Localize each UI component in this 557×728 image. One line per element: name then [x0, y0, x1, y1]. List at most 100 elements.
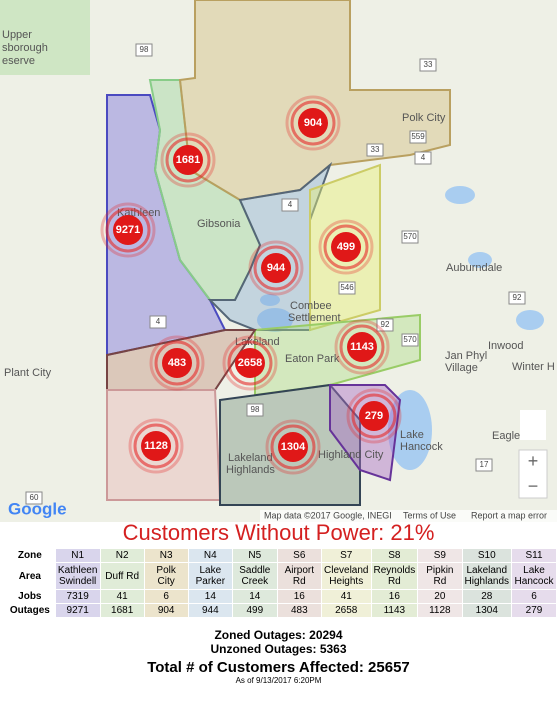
table-row: Zone N1 N2 N3 N4 N5 S6 S7 S8 S9 S10 S11 — [4, 548, 557, 563]
place-label: Eagle — [492, 430, 520, 442]
road-shield — [246, 403, 264, 417]
table-cell: N1 — [54, 548, 101, 563]
road-label: 33 — [371, 145, 380, 154]
marker-ring — [351, 393, 397, 439]
road-shield — [401, 333, 419, 347]
table-cell: Lake Parker — [187, 562, 234, 590]
table-cell: Cleveland Heights — [321, 562, 372, 590]
marker-ring — [100, 202, 156, 258]
table-cell: 2658 — [321, 603, 372, 618]
table-cell: 41 — [321, 589, 372, 604]
road-shield — [401, 230, 419, 244]
marker — [162, 348, 192, 378]
marker-label: 1128 — [144, 440, 168, 452]
road-shield — [409, 130, 427, 144]
table-cell: Lake Hancock — [511, 562, 557, 590]
place-label: Highlands — [226, 464, 275, 476]
place-label: Lake — [400, 429, 424, 441]
zoom-box — [518, 449, 548, 499]
report-link[interactable]: Report a map error — [471, 510, 547, 520]
as-of: As of 9/13/2017 6:20PM — [235, 676, 322, 685]
table-cell: 14 — [232, 589, 278, 604]
marker-ring — [339, 324, 385, 370]
park — [0, 0, 90, 75]
road-label: 98 — [140, 45, 149, 54]
table-cell: 1143 — [370, 603, 419, 618]
table-cell: 6 — [143, 589, 189, 604]
marker-ring — [128, 418, 184, 474]
unzoned-outages: Unzoned Outages: 5363 — [210, 642, 347, 656]
terms-link[interactable]: Terms of Use — [403, 510, 456, 520]
marker-ring — [334, 319, 390, 375]
table-cell: 279 — [511, 603, 557, 618]
place-label: Combee — [290, 300, 332, 312]
road-shield — [508, 291, 526, 305]
road-shield — [281, 198, 299, 212]
marker-ring — [149, 335, 205, 391]
table-cell: Duff Rd — [99, 562, 145, 590]
marker-ring — [105, 207, 151, 253]
road-label: 4 — [421, 153, 426, 162]
marker-ring — [285, 95, 341, 151]
marker-label: 2658 — [238, 357, 262, 369]
place-label: Gibsonia — [197, 218, 241, 230]
row-header: Jobs — [4, 589, 56, 604]
table-cell: Saddle Creek — [232, 562, 278, 590]
pegman[interactable] — [520, 410, 546, 440]
road-label: 4 — [156, 317, 161, 326]
marker — [173, 145, 203, 175]
road-shield — [25, 491, 43, 505]
table-cell: S9 — [417, 548, 463, 563]
road-shield — [376, 318, 394, 332]
road-label: 559 — [411, 132, 425, 141]
table-cell: 6 — [511, 589, 557, 604]
table-cell: 41 — [99, 589, 145, 604]
road-label: 98 — [251, 405, 260, 414]
place-label: Plant City — [4, 367, 52, 379]
table-cell: S11 — [511, 548, 557, 563]
table-row: Area Kathleen Swindell Duff Rd Polk City Lak… — [4, 562, 557, 590]
place-label: Jan Phyl — [445, 350, 487, 362]
marker-ring — [318, 219, 374, 275]
table-row: Outages 9271 1681 904 944 499 483 2658 1143 1128 1… — [4, 603, 557, 618]
table-cell: S6 — [276, 548, 323, 563]
table-cell: 499 — [232, 603, 278, 618]
place-label: Highland City — [318, 449, 384, 461]
marker-ring — [165, 137, 211, 183]
title: Customers Without Power: 21% — [122, 520, 435, 545]
place-label: Lakeland — [228, 452, 273, 464]
zone-table: Zone N1 N2 N3 N4 N5 S6 S7 S8 S9 S10 S11 Area Kathleen… — [4, 548, 557, 618]
marker-ring — [270, 424, 316, 470]
place-label: Winter H — [512, 361, 555, 373]
marker — [347, 332, 377, 362]
road-shield — [414, 151, 432, 165]
marker-label: 499 — [337, 241, 355, 253]
marker — [359, 401, 389, 431]
table-cell: 1304 — [461, 603, 513, 618]
marker-ring — [227, 340, 273, 386]
marker-ring — [222, 335, 278, 391]
road-label: 60 — [30, 493, 39, 502]
table-cell: 16 — [276, 589, 323, 604]
zoom-out[interactable]: − — [528, 476, 539, 496]
marker-ring — [290, 100, 336, 146]
table-cell: S10 — [461, 548, 513, 563]
marker-label: 1143 — [350, 341, 374, 353]
table-cell: S8 — [370, 548, 419, 563]
road-shield — [338, 281, 356, 295]
road-shield — [135, 43, 153, 57]
table-cell: 9271 — [54, 603, 101, 618]
table-cell: N2 — [99, 548, 145, 563]
marker-label: 1681 — [176, 154, 200, 166]
marker — [141, 431, 171, 461]
zoom-in[interactable]: + — [528, 451, 539, 471]
road-shield — [366, 143, 384, 157]
table-cell: 1681 — [99, 603, 145, 618]
marker-ring — [323, 224, 369, 270]
road-label: 92 — [513, 293, 522, 302]
road-label: 4 — [288, 200, 293, 209]
marker-ring — [346, 388, 402, 444]
road-label: 546 — [340, 283, 354, 292]
table-cell: N4 — [187, 548, 234, 563]
